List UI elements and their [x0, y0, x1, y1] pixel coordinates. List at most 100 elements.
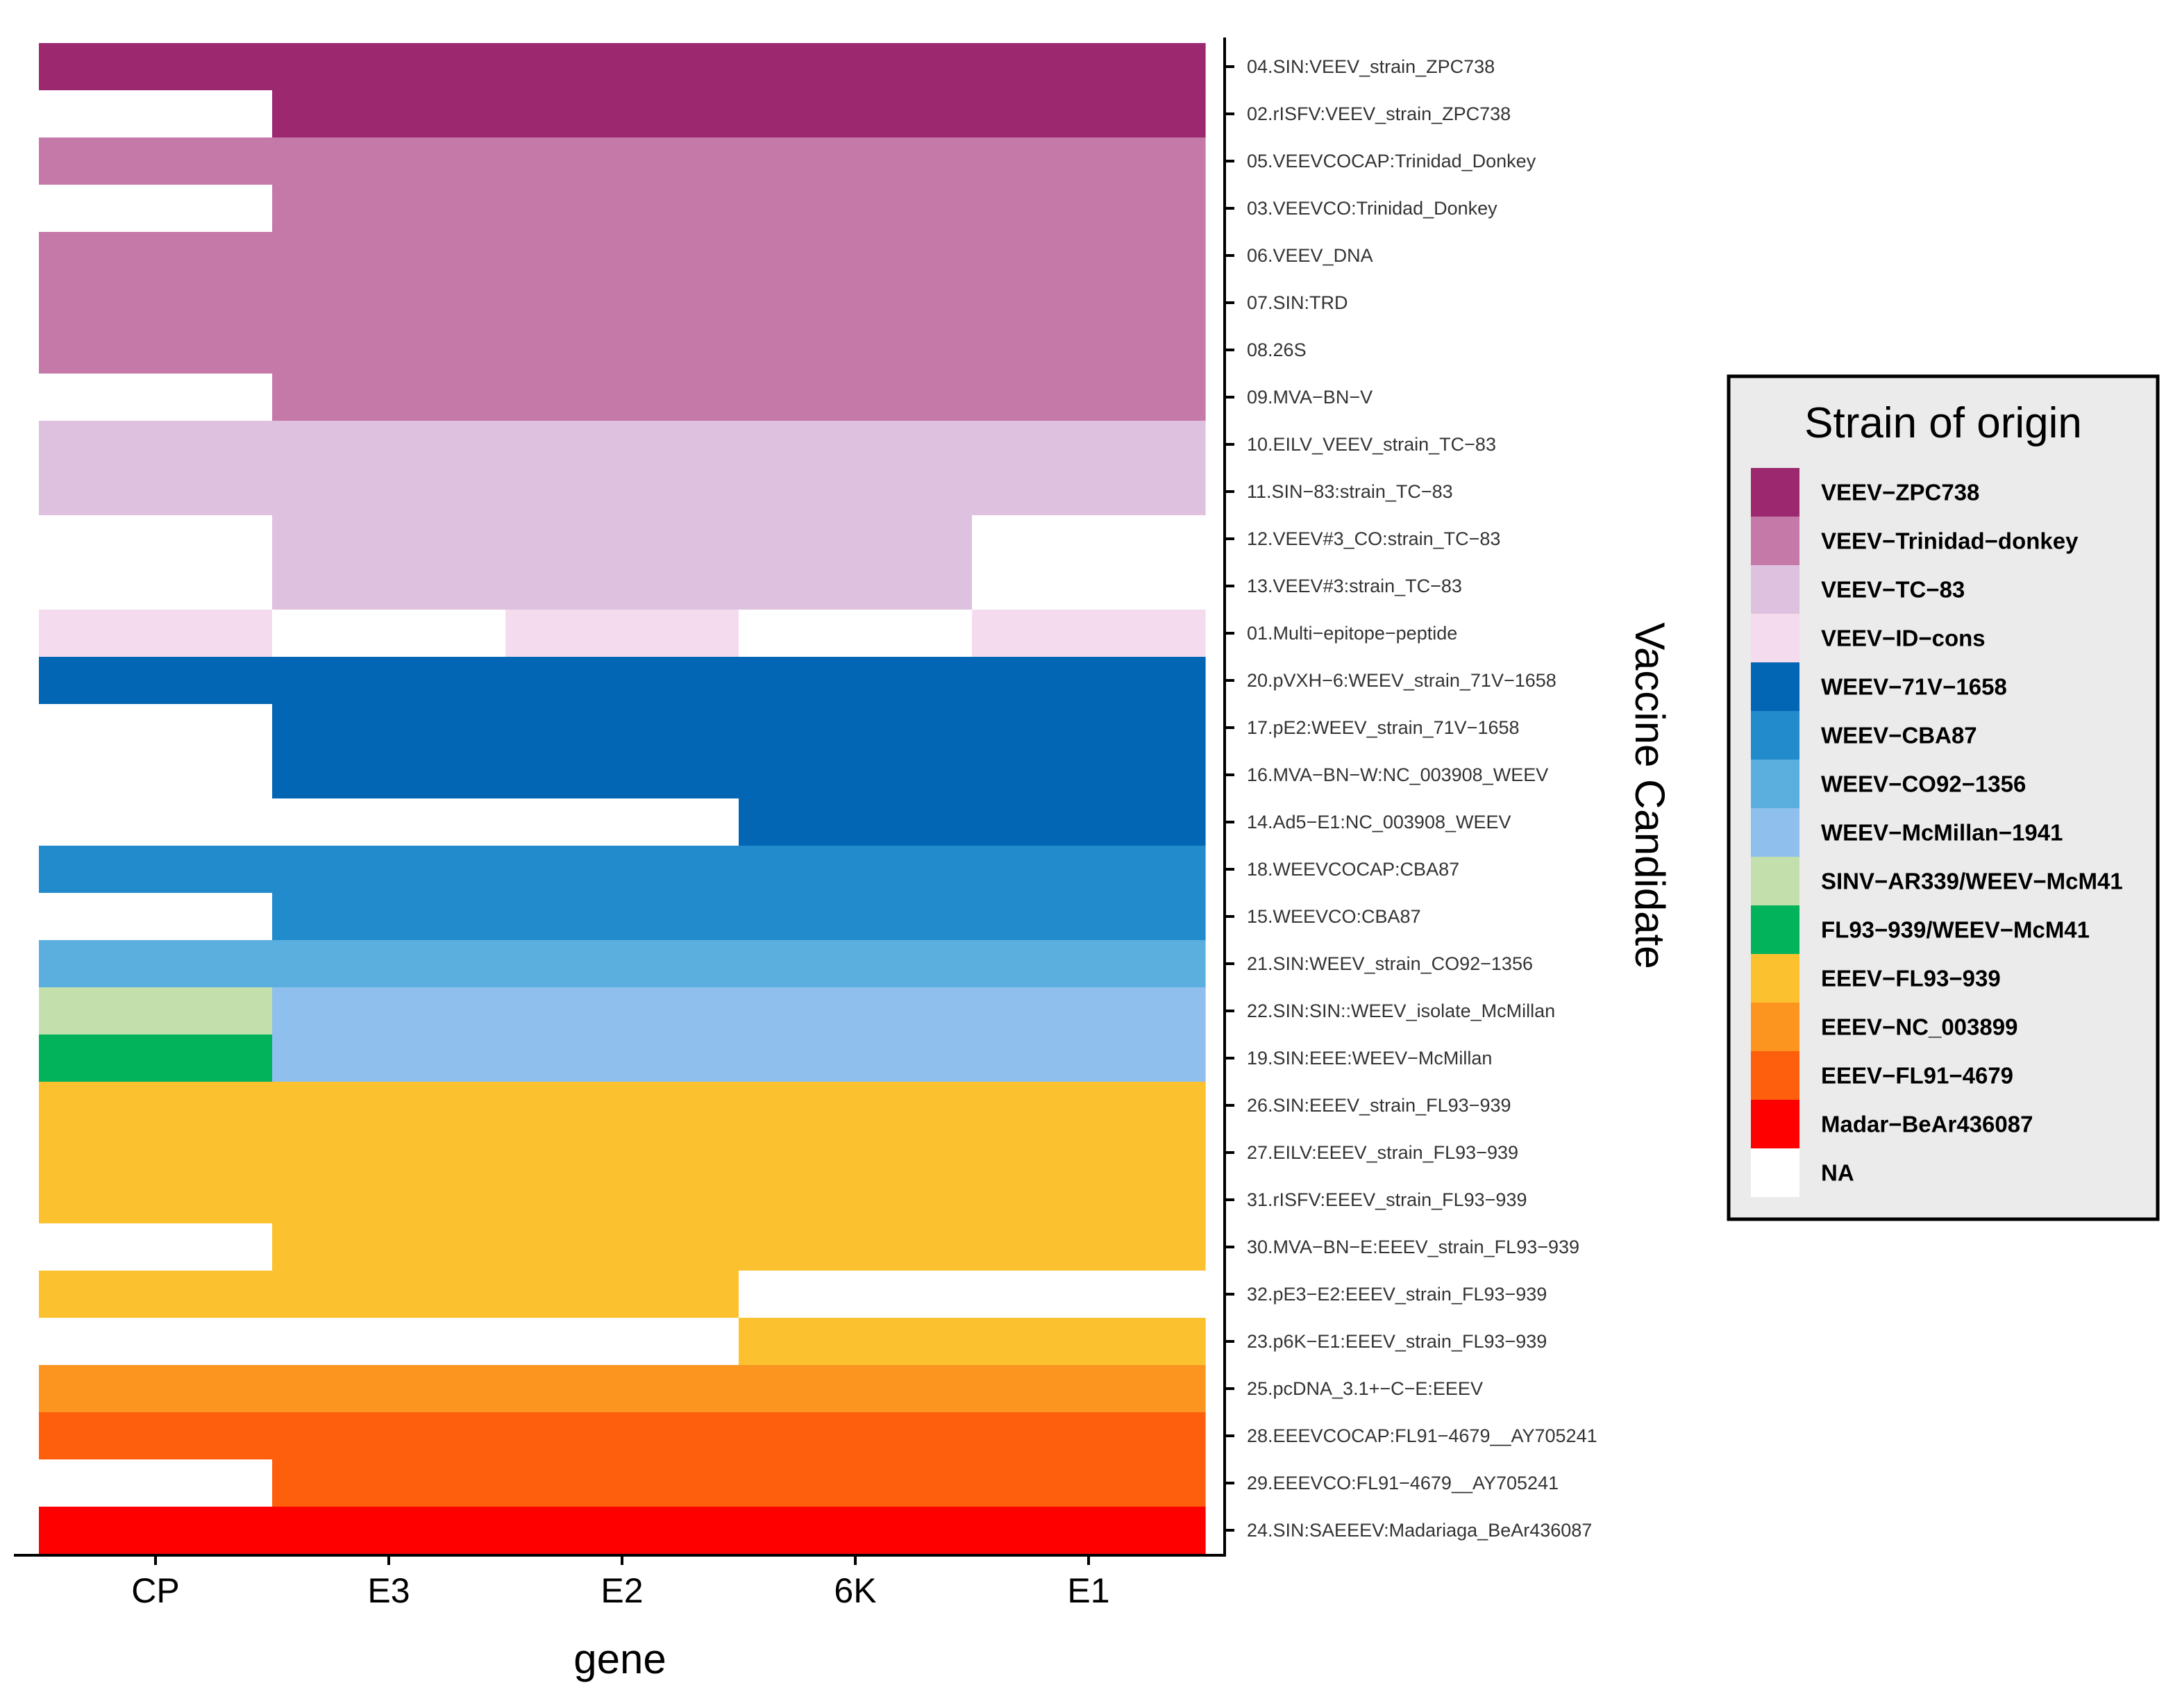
- axes: [14, 37, 1226, 1557]
- heatmap-cell: [739, 90, 973, 138]
- heatmap-cell: [39, 185, 273, 233]
- legend-label: SINV−AR339/WEEV−McM41: [1821, 869, 2123, 894]
- heatmap-cell: [972, 987, 1206, 1035]
- heatmap-cell: [739, 562, 973, 610]
- heatmap-cell: [272, 1365, 506, 1413]
- y-tick-label: 09.MVA−BN−V: [1247, 387, 1373, 408]
- y-tick-label: 26.SIN:EEEV_strain_FL93−939: [1247, 1095, 1511, 1116]
- heatmap-cell: [39, 940, 273, 988]
- legend-title: Strain of origin: [1804, 399, 2082, 447]
- y-tick-label: 06.VEEV_DNA: [1247, 245, 1373, 266]
- heatmap-cell: [972, 515, 1206, 563]
- heatmap-cell: [739, 798, 973, 846]
- heatmap-cell: [505, 987, 739, 1035]
- heatmap-cell: [39, 468, 273, 516]
- heatmap-cell: [39, 1412, 273, 1460]
- y-tick-label: 31.rISFV:EEEV_strain_FL93−939: [1247, 1189, 1527, 1210]
- legend-label: WEEV−McMillan−1941: [1821, 820, 2063, 846]
- y-tick-label: 03.VEEVCO:Trinidad_Donkey: [1247, 198, 1497, 219]
- legend-key: [1751, 905, 1799, 954]
- heatmap-cell: [272, 1129, 506, 1177]
- heatmap-cell: [972, 1507, 1206, 1555]
- heatmap-cell: [739, 1082, 973, 1130]
- heatmap-cell: [739, 421, 973, 469]
- heatmap-cell: [972, 137, 1206, 185]
- heatmap-cell: [272, 1459, 506, 1507]
- heatmap-cell: [39, 751, 273, 799]
- heatmap-cell: [39, 374, 273, 421]
- heatmap-cell: [272, 1082, 506, 1130]
- heatmap-cell: [739, 279, 973, 327]
- y-tick-label: 15.WEEVCO:CBA87: [1247, 906, 1421, 927]
- legend-key: [1751, 662, 1799, 711]
- heatmap-cell: [505, 1035, 739, 1082]
- y-tick-label: 32.pE3−E2:EEEV_strain_FL93−939: [1247, 1284, 1547, 1305]
- heatmap-cell: [972, 1459, 1206, 1507]
- heatmap-cell: [739, 1035, 973, 1082]
- heatmap-cell: [39, 562, 273, 610]
- heatmap-cell: [505, 1129, 739, 1177]
- heatmap-cell: [39, 326, 273, 374]
- heatmap-cell: [972, 704, 1206, 752]
- y-tick-label: 10.EILV_VEEV_strain_TC−83: [1247, 434, 1496, 455]
- heatmap-cell: [39, 1507, 273, 1555]
- heatmap-cell: [739, 232, 973, 280]
- heatmap-cell: [739, 1507, 973, 1555]
- heatmap-cell: [505, 610, 739, 658]
- heatmap-cell: [972, 468, 1206, 516]
- heatmap-cell: [505, 43, 739, 91]
- y-tick-label: 21.SIN:WEEV_strain_CO92−1356: [1247, 953, 1533, 974]
- legend: Strain of origin VEEV−ZPC738 VEEV−Trinida…: [1727, 374, 2160, 1221]
- heatmap-cell: [972, 940, 1206, 988]
- heatmap-cell: [739, 468, 973, 516]
- heatmap-cell: [505, 232, 739, 280]
- heatmap-cell: [39, 1223, 273, 1271]
- heatmap-cell: [972, 1035, 1206, 1082]
- legend-key: [1751, 1148, 1799, 1197]
- heatmap-cell: [272, 562, 506, 610]
- heatmap-cell: [739, 374, 973, 421]
- heatmap-cell: [505, 279, 739, 327]
- heatmap-cell: [39, 515, 273, 563]
- y-tick-label: 12.VEEV#3_CO:strain_TC−83: [1247, 528, 1500, 549]
- heatmap-cell: [972, 657, 1206, 705]
- heatmap-cell: [505, 421, 739, 469]
- heatmap-cell: [972, 751, 1206, 799]
- heatmap-cell: [505, 1082, 739, 1130]
- heatmap-cell: [272, 610, 506, 658]
- heatmap-cell: [739, 1223, 973, 1271]
- legend-label: EEEV−FL93−939: [1821, 966, 2001, 991]
- heatmap-cell: [39, 43, 273, 91]
- heatmap-cell: [272, 43, 506, 91]
- heatmap-cell: [972, 1176, 1206, 1224]
- heatmap-cell: [39, 893, 273, 941]
- heatmap-cell: [505, 751, 739, 799]
- heatmap-cells: [39, 43, 1206, 1555]
- y-tick-label: 01.Multi−epitope−peptide: [1247, 623, 1457, 644]
- heatmap-cell: [972, 43, 1206, 91]
- heatmap-cell: [739, 610, 973, 658]
- heatmap-cell: [39, 1082, 273, 1130]
- heatmap-cell: [972, 90, 1206, 138]
- heatmap-cell: [272, 704, 506, 752]
- heatmap-cell: [972, 798, 1206, 846]
- heatmap-cell: [272, 846, 506, 894]
- legend-key: [1751, 711, 1799, 760]
- heatmap-cell: [39, 137, 273, 185]
- y-tick-label: 22.SIN:SIN::WEEV_isolate_McMillan: [1247, 1000, 1555, 1021]
- heatmap-cell: [272, 1035, 506, 1082]
- heatmap-cell: [972, 610, 1206, 658]
- heatmap-cell: [972, 421, 1206, 469]
- legend-key: [1751, 954, 1799, 1003]
- heatmap-cell: [972, 1082, 1206, 1130]
- legend-key: [1751, 1051, 1799, 1100]
- heatmap-cell: [739, 1129, 973, 1177]
- legend-label: WEEV−CO92−1356: [1821, 771, 2026, 797]
- y-tick-label: 20.pVXH−6:WEEV_strain_71V−1658: [1247, 670, 1556, 691]
- legend-label: EEEV−FL91−4679: [1821, 1063, 2013, 1089]
- heatmap-cell: [272, 515, 506, 563]
- y-tick-label: 25.pcDNA_3.1+−C−E:EEEV: [1247, 1378, 1483, 1399]
- legend-label: FL93−939/WEEV−McM41: [1821, 917, 2090, 943]
- heatmap-cell: [505, 893, 739, 941]
